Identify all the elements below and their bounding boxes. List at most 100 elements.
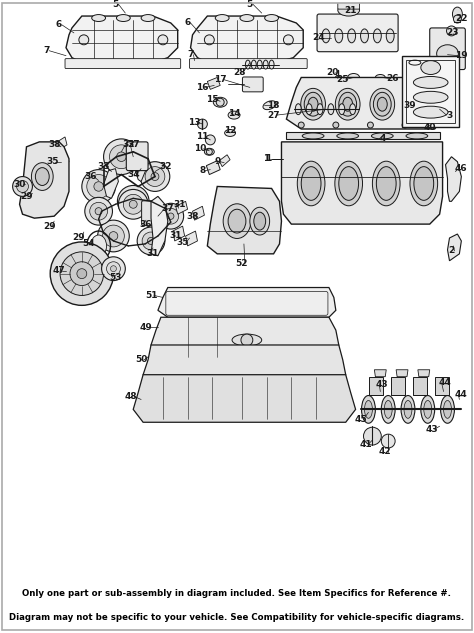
Text: 18: 18 — [267, 101, 280, 110]
Circle shape — [367, 122, 374, 128]
Ellipse shape — [158, 203, 183, 229]
Ellipse shape — [104, 139, 139, 175]
Text: 5: 5 — [112, 0, 118, 9]
Circle shape — [216, 98, 224, 106]
Ellipse shape — [384, 401, 392, 418]
Ellipse shape — [421, 396, 435, 423]
Text: 43: 43 — [376, 380, 389, 389]
Ellipse shape — [91, 235, 107, 257]
Polygon shape — [282, 142, 443, 224]
Text: 51: 51 — [145, 291, 157, 300]
Ellipse shape — [254, 212, 265, 230]
Text: 45: 45 — [354, 415, 367, 424]
Text: 38: 38 — [48, 141, 60, 149]
Ellipse shape — [142, 232, 160, 250]
Polygon shape — [206, 161, 220, 175]
FancyBboxPatch shape — [190, 59, 307, 68]
Ellipse shape — [362, 396, 375, 423]
Circle shape — [77, 268, 87, 279]
Circle shape — [454, 15, 461, 23]
Text: 2: 2 — [448, 246, 455, 255]
Ellipse shape — [348, 73, 360, 82]
Ellipse shape — [444, 401, 451, 418]
Circle shape — [204, 35, 214, 45]
Text: 32: 32 — [160, 162, 172, 171]
Circle shape — [381, 434, 395, 448]
Text: 32: 32 — [122, 141, 135, 149]
Ellipse shape — [335, 89, 360, 120]
Text: 39: 39 — [404, 101, 416, 110]
Polygon shape — [173, 226, 184, 241]
Bar — [413, 377, 427, 394]
Ellipse shape — [401, 396, 415, 423]
Circle shape — [151, 173, 159, 180]
Ellipse shape — [304, 92, 322, 116]
Text: 12: 12 — [224, 127, 237, 135]
Ellipse shape — [404, 89, 429, 120]
Ellipse shape — [338, 4, 360, 16]
Ellipse shape — [301, 89, 326, 120]
Polygon shape — [143, 345, 346, 382]
Circle shape — [50, 242, 113, 305]
Text: 29: 29 — [73, 234, 85, 242]
Circle shape — [432, 122, 438, 128]
Text: 29: 29 — [20, 192, 33, 201]
Ellipse shape — [228, 210, 246, 233]
Ellipse shape — [381, 396, 395, 423]
Text: 49: 49 — [140, 323, 153, 332]
Ellipse shape — [410, 161, 438, 206]
Polygon shape — [207, 187, 282, 254]
Ellipse shape — [263, 60, 268, 69]
Circle shape — [158, 35, 168, 45]
Ellipse shape — [339, 104, 345, 115]
Text: 47: 47 — [53, 266, 65, 275]
Text: 27: 27 — [267, 111, 280, 120]
Polygon shape — [446, 157, 461, 201]
Polygon shape — [286, 132, 439, 139]
Circle shape — [168, 213, 174, 220]
Ellipse shape — [386, 29, 394, 43]
Ellipse shape — [117, 15, 130, 22]
Polygon shape — [176, 201, 188, 214]
Ellipse shape — [413, 91, 448, 103]
FancyBboxPatch shape — [126, 142, 148, 171]
Text: 41: 41 — [359, 439, 372, 449]
Ellipse shape — [317, 104, 323, 115]
FancyBboxPatch shape — [242, 77, 263, 92]
Text: 31: 31 — [173, 200, 186, 209]
Text: 8: 8 — [199, 166, 206, 175]
Ellipse shape — [453, 7, 462, 21]
Text: Only one part or sub-assembly in diagram included. See Item Specifics for Refere: Only one part or sub-assembly in diagram… — [22, 589, 452, 598]
Ellipse shape — [421, 61, 441, 75]
Circle shape — [107, 262, 120, 275]
Bar — [406, 60, 456, 123]
Circle shape — [117, 152, 126, 161]
Text: 14: 14 — [228, 109, 240, 118]
Ellipse shape — [122, 191, 144, 212]
Text: 29: 29 — [43, 222, 55, 230]
Text: 54: 54 — [82, 239, 95, 248]
Text: 44: 44 — [438, 378, 451, 387]
Polygon shape — [158, 287, 336, 317]
Text: 36: 36 — [84, 172, 97, 181]
Ellipse shape — [213, 97, 227, 107]
Ellipse shape — [82, 170, 116, 203]
Ellipse shape — [404, 401, 412, 418]
Text: 24: 24 — [313, 34, 325, 42]
Ellipse shape — [374, 29, 381, 43]
Text: 16: 16 — [196, 83, 209, 92]
Ellipse shape — [375, 75, 385, 80]
Ellipse shape — [376, 166, 396, 200]
Polygon shape — [66, 16, 178, 63]
Ellipse shape — [361, 29, 368, 43]
Text: 42: 42 — [379, 448, 392, 456]
Polygon shape — [191, 16, 303, 63]
Ellipse shape — [374, 92, 391, 116]
FancyBboxPatch shape — [65, 59, 181, 68]
Polygon shape — [151, 317, 339, 357]
Polygon shape — [104, 168, 118, 198]
Ellipse shape — [365, 401, 373, 418]
Text: 13: 13 — [188, 118, 201, 127]
Ellipse shape — [204, 148, 214, 155]
Ellipse shape — [269, 60, 274, 69]
